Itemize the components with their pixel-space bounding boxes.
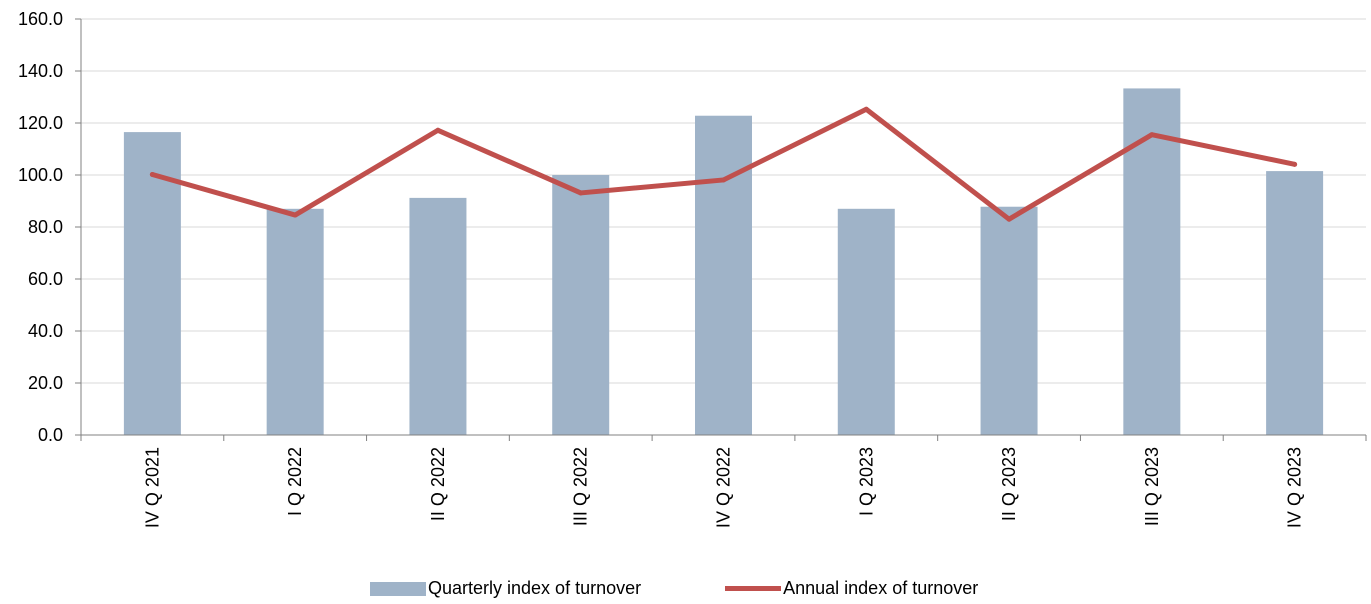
line-point	[1149, 132, 1155, 138]
line-series	[149, 106, 1298, 222]
legend-label-annual: Annual index of turnover	[783, 578, 979, 598]
x-tick-label: III Q 2022	[571, 447, 591, 526]
bar	[409, 197, 467, 435]
y-tick-label: 20.0	[28, 373, 63, 393]
bar	[266, 208, 324, 435]
y-axis-labels: 0.0 20.0 40.0 60.0 80.0 100.0 120.0 140.0 160.0	[18, 9, 63, 445]
bar	[552, 175, 610, 435]
line-point	[721, 177, 726, 183]
bar-series	[123, 88, 1324, 436]
bar	[1266, 171, 1324, 435]
line-point	[149, 171, 155, 177]
axes	[75, 18, 1367, 441]
x-tick-label: IV Q 2022	[714, 447, 734, 528]
y-tick-label: 160.0	[18, 9, 63, 29]
bar	[837, 208, 895, 435]
x-tick-label: IV Q 2021	[142, 447, 162, 528]
line-point	[863, 106, 869, 112]
x-tick-label: III Q 2023	[1142, 447, 1162, 526]
x-tick-label: IV Q 2023	[1285, 447, 1305, 528]
x-axis-labels: IV Q 2021 I Q 2022 II Q 2022 III Q 2022 IV Q…	[142, 447, 1304, 528]
legend-swatch-bar	[370, 581, 426, 596]
chart: 0.020.040.060.080.0100.0120.0140.0160.0 …	[18, 9, 1367, 528]
line-point	[1292, 161, 1298, 167]
y-tick-label: 60.0	[28, 269, 63, 289]
line-point	[1006, 216, 1012, 222]
line-point	[292, 212, 298, 218]
bar	[980, 206, 1038, 435]
line-point	[435, 127, 441, 133]
bar	[123, 132, 181, 435]
legend: Quarterly index of turnover Annual index…	[370, 578, 1062, 599]
y-tick-label: 120.0	[18, 113, 63, 133]
legend-item-quarterly: Quarterly index of turnover	[370, 578, 641, 599]
y-tick-label: 80.0	[28, 217, 63, 237]
legend-item-annual: Annual index of turnover	[725, 578, 978, 599]
line-point	[578, 190, 584, 196]
y-tick-label: 140.0	[18, 61, 63, 81]
y-tick-label: 0.0	[38, 425, 63, 445]
x-tick-label: II Q 2023	[999, 447, 1019, 521]
y-tick-label: 100.0	[18, 165, 63, 185]
x-tick-label: I Q 2022	[285, 447, 305, 516]
legend-swatch-line	[725, 586, 782, 591]
x-tick-label: I Q 2023	[856, 447, 876, 516]
y-tick-label: 40.0	[28, 321, 63, 341]
x-tick-label: II Q 2022	[428, 447, 448, 521]
bar	[695, 115, 752, 435]
legend-label-quarterly: Quarterly index of turnover	[428, 578, 642, 598]
